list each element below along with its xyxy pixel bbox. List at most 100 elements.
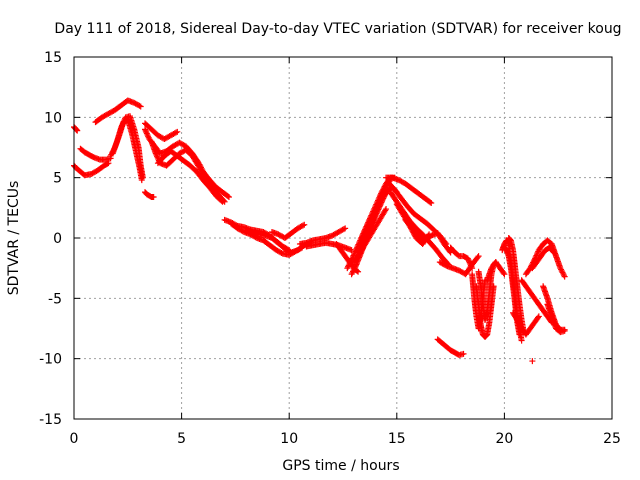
data-points	[71, 97, 568, 365]
data-point	[374, 198, 381, 205]
series-trace-29	[447, 244, 476, 272]
x-tick-label: 25	[603, 431, 621, 447]
data-point	[373, 201, 380, 208]
data-point	[299, 222, 306, 229]
data-point	[153, 151, 160, 158]
data-point	[518, 337, 525, 344]
series-trace-08	[142, 120, 181, 143]
data-point	[150, 193, 157, 200]
data-point	[152, 150, 159, 157]
data-point	[375, 196, 382, 203]
data-point	[144, 131, 151, 138]
data-point	[533, 251, 540, 258]
data-point	[364, 220, 371, 227]
data-point	[374, 209, 381, 216]
data-point	[137, 103, 144, 110]
data-point	[377, 200, 384, 207]
data-point	[145, 133, 152, 140]
data-point	[372, 202, 379, 209]
data-point	[301, 221, 308, 228]
series-trace-30	[434, 336, 467, 359]
y-tick-label: 15	[44, 50, 62, 66]
data-point	[375, 205, 382, 212]
data-point	[376, 194, 383, 201]
data-point	[173, 129, 180, 136]
data-point	[367, 213, 374, 220]
tick-marks	[73, 56, 613, 420]
data-point	[362, 225, 369, 232]
series-trace-15	[268, 221, 308, 241]
data-point	[363, 223, 370, 230]
y-tick-label: -10	[39, 352, 62, 368]
series-trace-03	[77, 145, 114, 163]
data-point	[382, 207, 389, 214]
data-point	[358, 234, 365, 241]
data-point	[379, 196, 386, 203]
series-trace-41	[529, 244, 557, 272]
data-point	[361, 227, 368, 234]
data-point	[366, 225, 373, 232]
series-trace-22	[350, 206, 390, 266]
data-point	[174, 128, 181, 135]
data-point	[370, 217, 377, 224]
data-point	[74, 127, 81, 134]
y-tick-labels: -15 -10 -5 0 5 10 15	[39, 50, 62, 428]
series-trace-44	[529, 358, 536, 365]
data-point	[367, 215, 374, 222]
x-tick-label: 15	[388, 431, 406, 447]
data-point	[550, 249, 557, 256]
data-point	[378, 199, 385, 206]
series-trace-07	[142, 189, 157, 200]
data-point	[368, 221, 375, 228]
data-point	[142, 126, 149, 133]
data-point	[501, 271, 508, 278]
data-point	[535, 313, 542, 320]
data-point	[373, 200, 380, 207]
data-point	[529, 358, 536, 365]
data-point	[362, 226, 369, 233]
data-point	[351, 251, 358, 258]
x-tick-labels: 0 5 10 15 20 25	[70, 431, 621, 447]
data-point	[464, 255, 471, 262]
data-point	[368, 211, 375, 218]
data-point	[516, 331, 523, 338]
series-trace-32	[473, 283, 497, 340]
series-trace-11	[154, 148, 226, 205]
data-point	[143, 130, 150, 137]
data-point	[355, 268, 362, 275]
data-point	[375, 206, 382, 213]
data-point	[466, 258, 473, 265]
grid-lines	[74, 57, 612, 419]
data-point	[379, 198, 386, 205]
data-point	[369, 220, 376, 227]
series-trace-27	[402, 216, 454, 256]
data-point	[367, 224, 374, 231]
data-point	[561, 273, 568, 280]
data-point	[383, 206, 390, 213]
data-point	[500, 269, 507, 276]
series-trace-14	[243, 227, 314, 256]
data-point	[375, 197, 382, 204]
data-point	[371, 205, 378, 212]
data-point	[376, 203, 383, 210]
data-point	[427, 199, 434, 206]
data-point	[372, 213, 379, 220]
data-point	[372, 211, 379, 218]
series-trace-04	[92, 97, 144, 126]
data-point	[374, 207, 381, 214]
series-trace-33	[475, 259, 499, 324]
data-point	[371, 216, 378, 223]
data-point	[469, 265, 476, 272]
data-point	[371, 204, 378, 211]
data-point	[371, 214, 378, 221]
data-point	[474, 254, 481, 261]
data-point	[138, 177, 145, 184]
data-point	[475, 253, 482, 260]
data-point	[365, 218, 372, 225]
y-tick-label: -15	[39, 412, 62, 428]
data-point	[340, 226, 347, 233]
data-point	[359, 231, 366, 238]
data-point	[143, 129, 150, 136]
data-point	[467, 262, 474, 269]
